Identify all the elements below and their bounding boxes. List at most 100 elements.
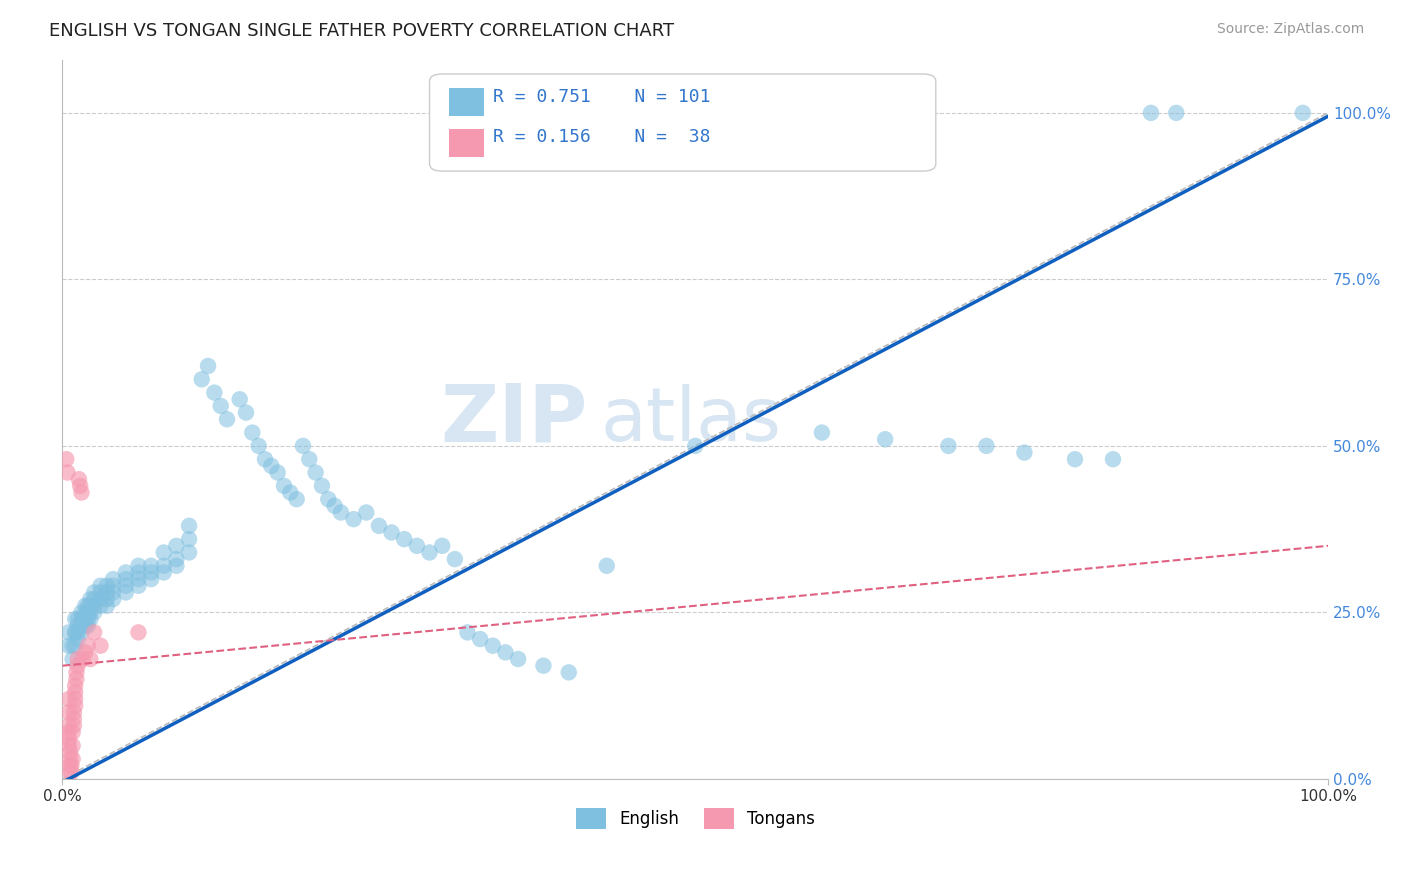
Point — [482, 639, 505, 653]
Point — [69, 479, 91, 493]
Point — [354, 506, 377, 520]
Text: Source: ZipAtlas.com: Source: ZipAtlas.com — [1216, 22, 1364, 37]
Point — [114, 572, 136, 586]
Point — [63, 679, 86, 693]
FancyBboxPatch shape — [429, 74, 936, 171]
Point — [89, 585, 111, 599]
Point — [938, 439, 960, 453]
Point — [247, 439, 270, 453]
Point — [62, 639, 84, 653]
Point — [139, 558, 162, 573]
Point — [66, 618, 89, 632]
Point — [197, 359, 219, 373]
Point — [60, 765, 83, 780]
Point — [558, 665, 581, 680]
Point — [323, 499, 346, 513]
Point — [101, 592, 124, 607]
Point — [58, 725, 80, 739]
Point — [83, 585, 105, 599]
Text: atlas: atlas — [600, 384, 782, 458]
Point — [96, 592, 118, 607]
Point — [89, 599, 111, 613]
Point — [58, 718, 80, 732]
Point — [62, 652, 84, 666]
Point — [266, 466, 288, 480]
Point — [392, 532, 415, 546]
Point — [63, 706, 86, 720]
Point — [89, 579, 111, 593]
Point — [1166, 106, 1188, 120]
Point — [215, 412, 238, 426]
Point — [75, 606, 97, 620]
Point — [101, 572, 124, 586]
Point — [58, 692, 80, 706]
Point — [63, 625, 86, 640]
Point — [260, 458, 283, 473]
Point — [165, 552, 187, 566]
Point — [60, 758, 83, 772]
Point — [76, 639, 98, 653]
Point — [58, 739, 80, 753]
Point — [127, 625, 149, 640]
Point — [83, 599, 105, 613]
Point — [235, 406, 257, 420]
Point — [70, 606, 93, 620]
Point — [58, 639, 80, 653]
Point — [63, 685, 86, 699]
Point — [76, 606, 98, 620]
Point — [209, 399, 232, 413]
Text: ZIP: ZIP — [440, 380, 588, 458]
Point — [152, 566, 174, 580]
Point — [83, 625, 105, 640]
Point — [114, 566, 136, 580]
Point — [285, 492, 308, 507]
Point — [79, 599, 101, 613]
Point — [457, 625, 479, 640]
Point — [278, 485, 301, 500]
Text: ENGLISH VS TONGAN SINGLE FATHER POVERTY CORRELATION CHART: ENGLISH VS TONGAN SINGLE FATHER POVERTY … — [49, 22, 675, 40]
Point — [152, 545, 174, 559]
Point — [1292, 106, 1315, 120]
Point — [75, 612, 97, 626]
Point — [177, 545, 200, 559]
Point — [304, 466, 326, 480]
Point — [367, 518, 389, 533]
FancyBboxPatch shape — [449, 129, 484, 157]
Point — [75, 618, 97, 632]
Point — [127, 572, 149, 586]
Point — [83, 606, 105, 620]
Point — [177, 518, 200, 533]
Point — [83, 592, 105, 607]
Point — [470, 632, 492, 646]
Point — [316, 492, 339, 507]
Point — [127, 558, 149, 573]
Point — [1064, 452, 1087, 467]
Point — [291, 439, 314, 453]
Point — [75, 599, 97, 613]
Point — [444, 552, 467, 566]
Point — [533, 658, 555, 673]
Point — [63, 639, 86, 653]
Text: R = 0.751    N = 101: R = 0.751 N = 101 — [494, 88, 710, 106]
Point — [72, 652, 94, 666]
Point — [190, 372, 212, 386]
Point — [63, 612, 86, 626]
Point — [165, 558, 187, 573]
Point — [495, 645, 517, 659]
Point — [66, 612, 89, 626]
Point — [63, 718, 86, 732]
Point — [66, 632, 89, 646]
Point — [311, 479, 333, 493]
Point — [66, 652, 89, 666]
Point — [253, 452, 276, 467]
Point — [685, 439, 707, 453]
Text: R = 0.156    N =  38: R = 0.156 N = 38 — [494, 128, 710, 146]
Point — [79, 652, 101, 666]
Point — [418, 545, 440, 559]
Point — [59, 765, 82, 780]
Point — [76, 618, 98, 632]
Point — [240, 425, 263, 440]
Text: R = 0.156    N =  38: R = 0.156 N = 38 — [494, 128, 710, 146]
Point — [875, 432, 897, 446]
Point — [63, 692, 86, 706]
